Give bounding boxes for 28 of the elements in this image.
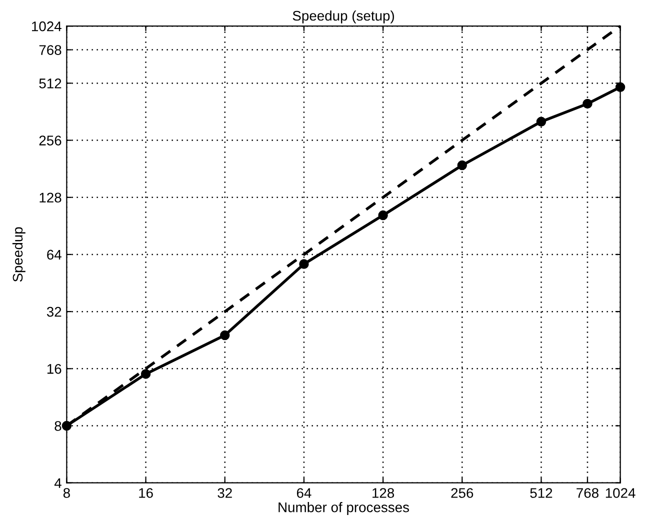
y-tick-label: 256 bbox=[39, 136, 62, 146]
y-axis-title: Speedup bbox=[12, 227, 26, 282]
y-tick-label: 64 bbox=[47, 250, 62, 260]
x-tick-label: 512 bbox=[530, 488, 552, 498]
point bbox=[378, 210, 388, 220]
y-tick-label: 16 bbox=[47, 364, 62, 374]
x-tick-label: 1024 bbox=[606, 488, 636, 498]
point bbox=[457, 160, 467, 170]
y-tick-label: 8 bbox=[54, 421, 62, 431]
x-tick-label: 768 bbox=[576, 488, 598, 498]
y-tick-label: 1024 bbox=[32, 21, 62, 32]
x-tick-label: 256 bbox=[451, 488, 474, 498]
point bbox=[140, 369, 151, 379]
y-tick-label: 32 bbox=[46, 306, 62, 317]
x-tick-label: 32 bbox=[218, 488, 232, 498]
x-axis-title: Number of processes bbox=[278, 502, 410, 515]
y-tick-label: 768 bbox=[39, 45, 62, 55]
x-tick-label: 64 bbox=[296, 488, 312, 498]
point bbox=[536, 116, 546, 127]
x-tick-label: 8 bbox=[63, 488, 70, 498]
point bbox=[299, 259, 309, 269]
y-tick-label: 128 bbox=[40, 192, 62, 203]
point bbox=[220, 330, 230, 340]
chart-title: Speedup (setup) bbox=[292, 10, 394, 24]
y-tick-label: 4 bbox=[54, 478, 62, 488]
x-tick-label: 16 bbox=[139, 488, 153, 498]
y-tick-label: 512 bbox=[39, 78, 62, 88]
x-tick-label: 128 bbox=[372, 488, 394, 498]
